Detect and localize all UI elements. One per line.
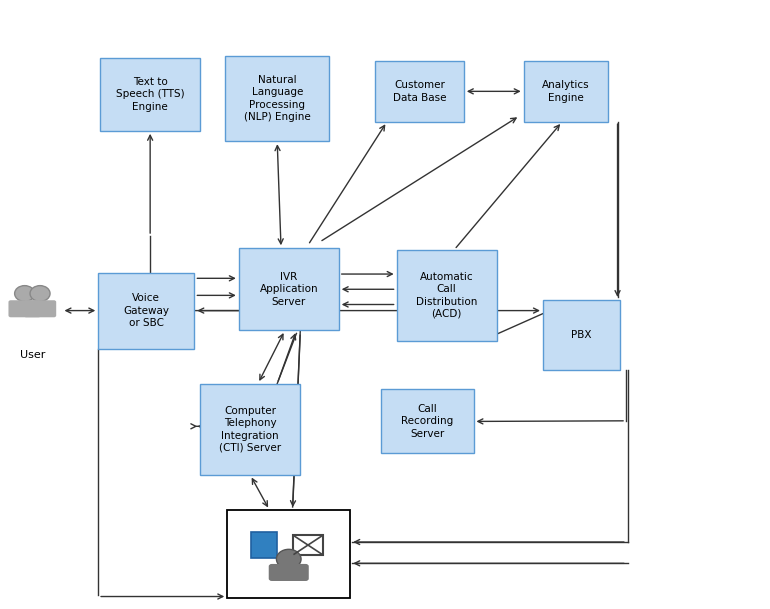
FancyBboxPatch shape (251, 532, 277, 558)
Text: Analytics
Engine: Analytics Engine (542, 80, 590, 102)
Bar (227, 510, 350, 598)
Text: Call
Recording
Server: Call Recording Server (401, 404, 454, 439)
Text: Automatic
Call
Distribution
(ACD): Automatic Call Distribution (ACD) (416, 272, 477, 319)
Bar (100, 58, 200, 131)
Bar (524, 61, 608, 122)
Text: Customer
Data Base: Customer Data Base (393, 80, 447, 102)
Bar (239, 248, 339, 330)
Bar (543, 300, 620, 370)
FancyBboxPatch shape (8, 300, 41, 317)
FancyBboxPatch shape (269, 564, 309, 581)
Circle shape (15, 286, 35, 301)
FancyBboxPatch shape (293, 535, 323, 555)
Text: Voice
Gateway
or SBC: Voice Gateway or SBC (123, 293, 169, 328)
Bar (99, 273, 194, 348)
Circle shape (276, 549, 301, 569)
Text: Natural
Language
Processing
(NLP) Engine: Natural Language Processing (NLP) Engine (244, 75, 310, 122)
Bar (376, 61, 464, 122)
FancyBboxPatch shape (24, 300, 56, 317)
Text: Text to
Speech (TTS)
Engine: Text to Speech (TTS) Engine (116, 77, 185, 112)
Circle shape (30, 286, 50, 301)
Bar (200, 384, 300, 475)
Text: User: User (20, 350, 45, 360)
Text: Computer
Telephony
Integration
(CTI) Server: Computer Telephony Integration (CTI) Ser… (219, 406, 281, 453)
Bar (225, 56, 330, 141)
Bar (397, 250, 497, 341)
Text: IVR
Application
Server: IVR Application Server (259, 272, 318, 307)
Bar (381, 390, 474, 453)
Text: PBX: PBX (571, 330, 591, 340)
